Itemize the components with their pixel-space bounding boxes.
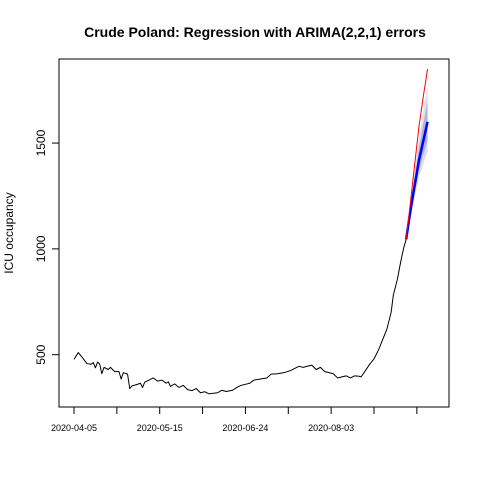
axes: 500 1000 1500 2020-04-05 2020-05-15 2020-06-2… (34, 129, 418, 433)
actual-outcome-line (405, 68, 429, 240)
x-tick-label: 2020-05-15 (137, 423, 183, 433)
forecast-mean-line (404, 121, 429, 240)
observed-line (73, 239, 407, 395)
series-lines (73, 68, 429, 395)
y-tick-label: 500 (34, 344, 48, 364)
plot-frame (58, 58, 450, 408)
x-tick-label: 2020-08-03 (308, 423, 354, 433)
x-tick-label: 2020-06-24 (222, 423, 268, 433)
y-tick-label: 1000 (34, 235, 48, 262)
x-tick-label: 2020-04-05 (51, 423, 97, 433)
y-axis-label: ICU occupancy (2, 192, 16, 273)
y-tick-label: 1500 (34, 129, 48, 156)
chart-title: Crude Poland: Regression with ARIMA(2,2,… (84, 24, 426, 40)
